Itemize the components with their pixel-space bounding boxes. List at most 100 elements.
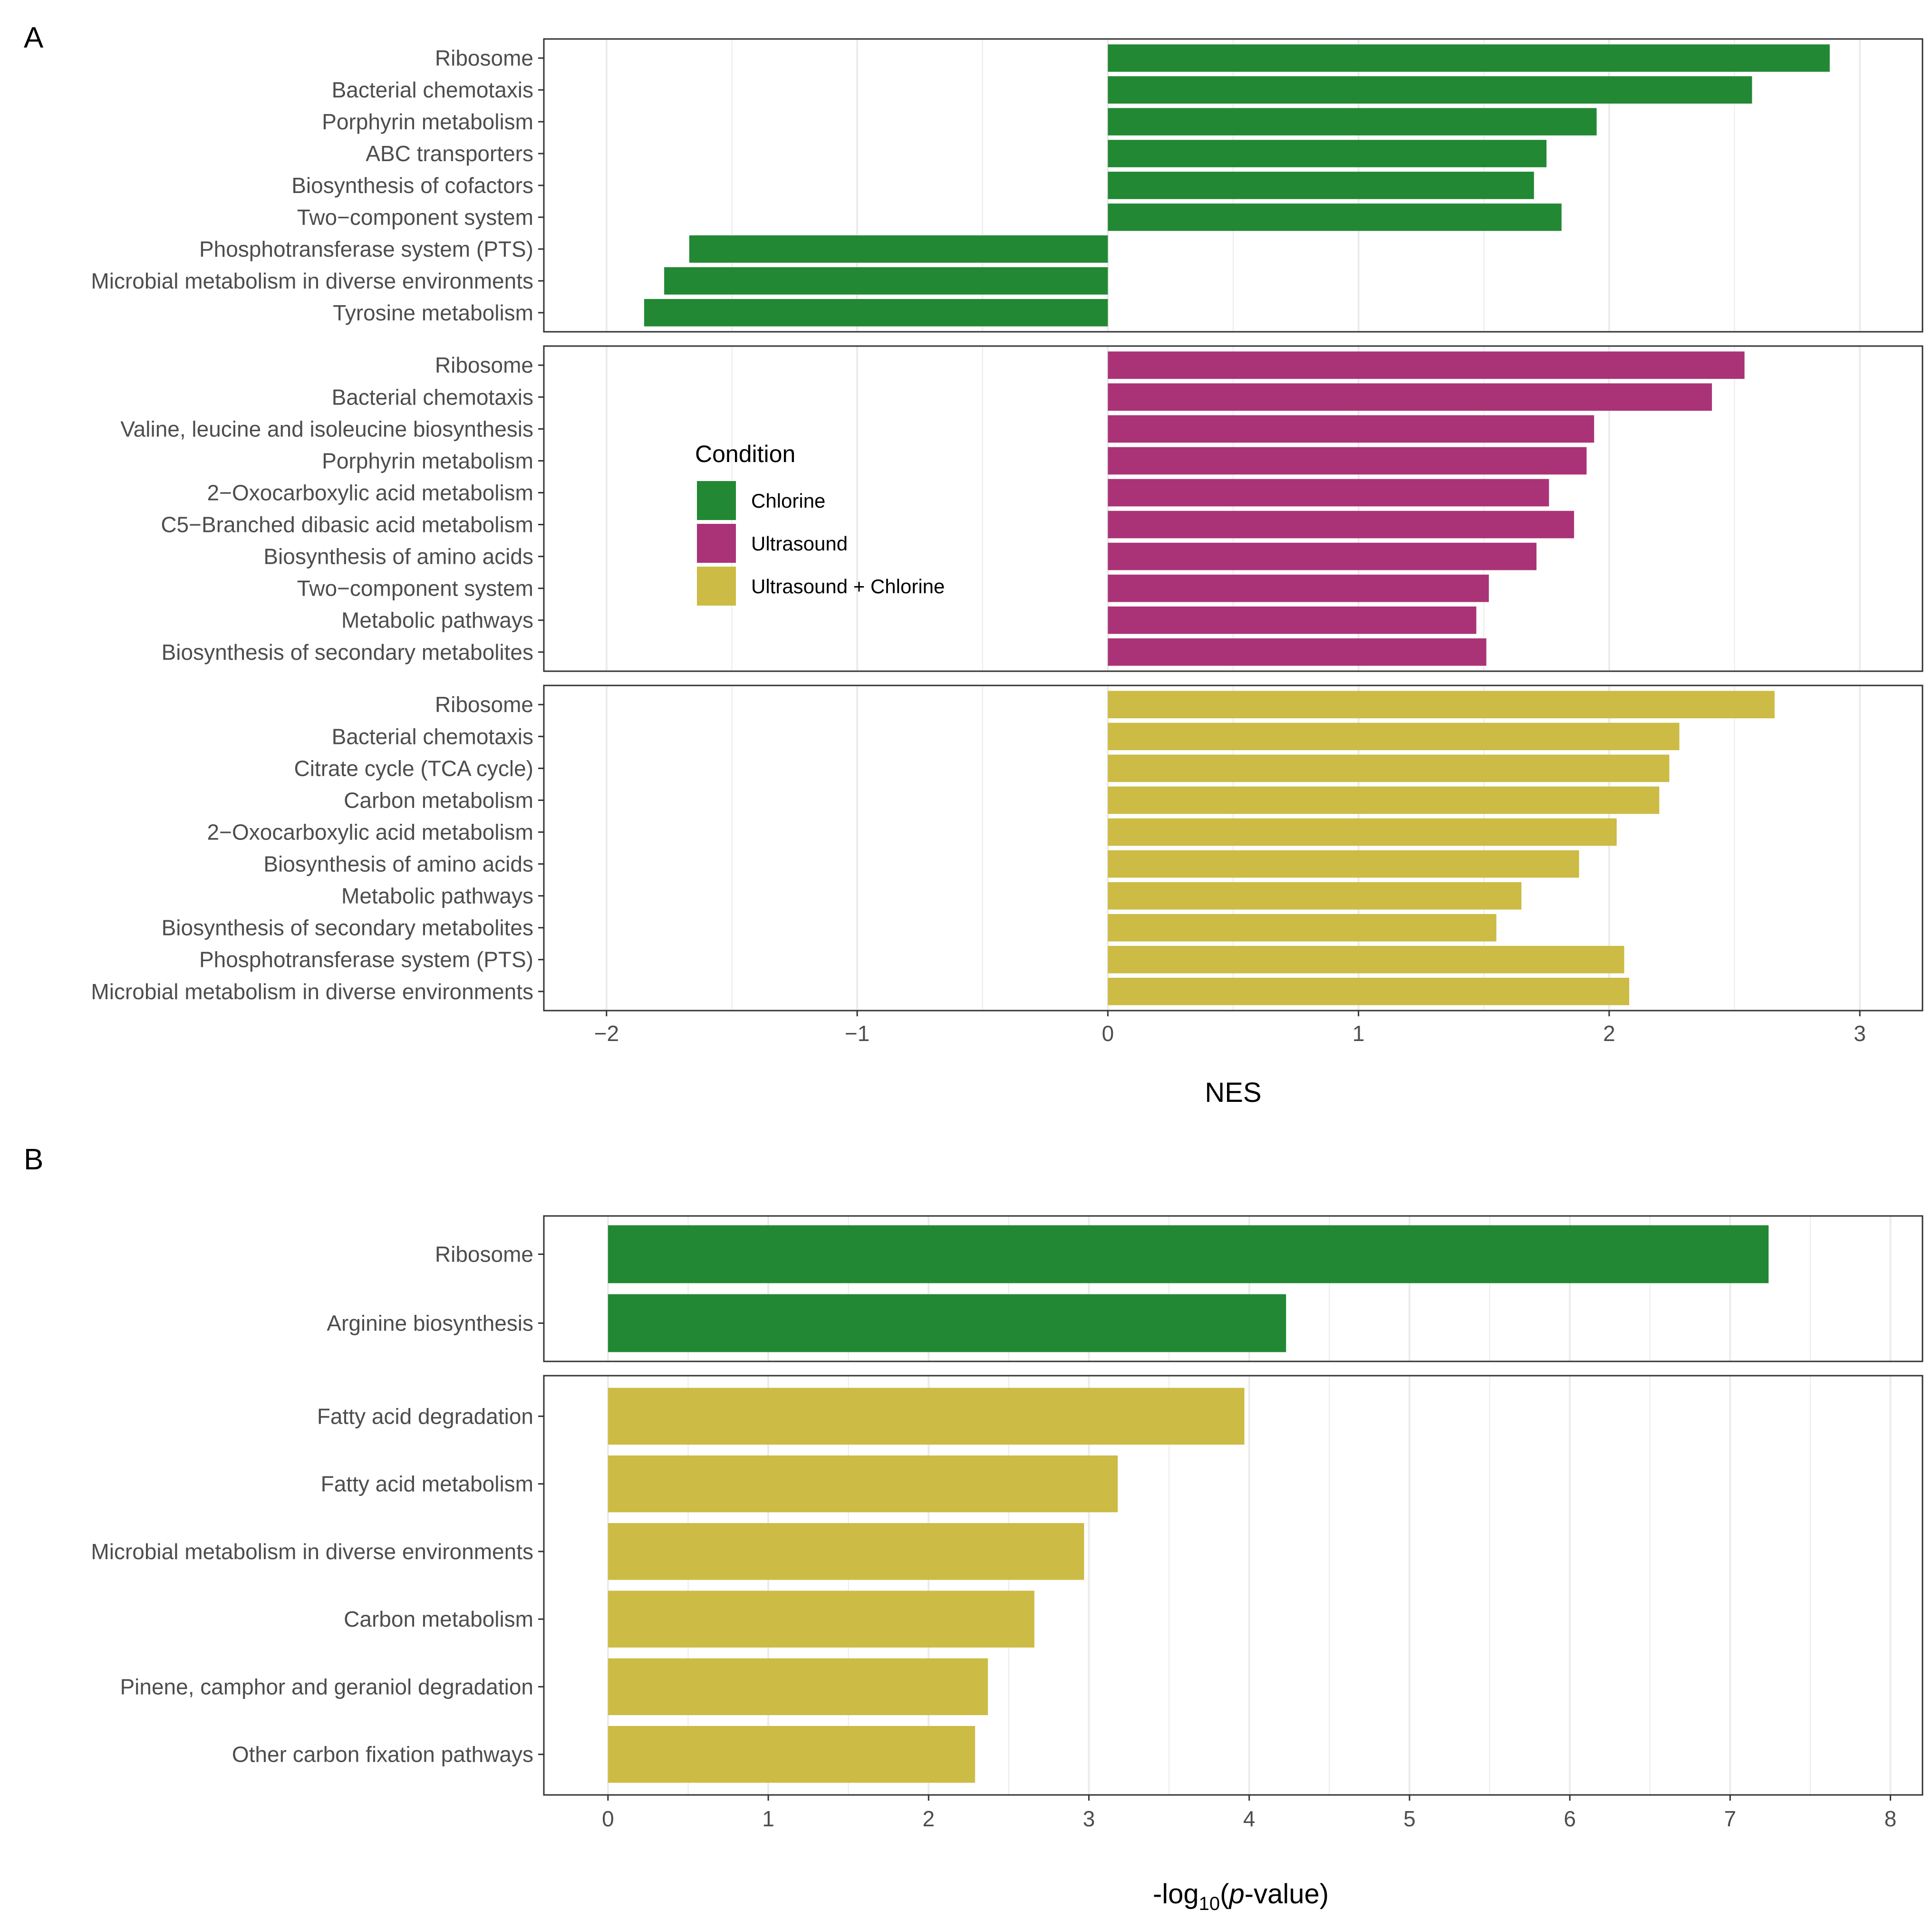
y-tick-label: Citrate cycle (TCA cycle)	[294, 756, 533, 781]
legend-label-ultrasound: Ultrasound	[751, 532, 848, 555]
bar-phosphotransferase-system-pts	[689, 235, 1108, 263]
bar-porphyrin-metabolism	[1108, 108, 1597, 135]
y-tick-label: Fatty acid degradation	[317, 1404, 533, 1428]
legend-swatch-ultrasound	[697, 524, 736, 563]
y-tick-label: Ribosome	[435, 353, 533, 377]
y-tick-label: Two−component system	[297, 205, 533, 230]
x-tick-label: 2	[923, 1806, 935, 1831]
y-tick-label: Bacterial chemotaxis	[332, 385, 533, 409]
bar-microbial-metabolism-in-diverse-environments	[664, 267, 1108, 295]
bar-ribosome	[1108, 691, 1775, 719]
bar-metabolic-pathways	[1108, 606, 1477, 634]
y-tick-label: Ribosome	[435, 692, 533, 717]
x-tick-label: 8	[1884, 1806, 1897, 1831]
facet-frame	[543, 685, 1923, 1012]
legend-swatch-chlorine	[697, 481, 736, 520]
bar-2-oxocarboxylic-acid-metabolism	[1108, 818, 1617, 846]
bar-ribosome	[1108, 44, 1830, 72]
y-tick-label: Ribosome	[435, 1242, 533, 1266]
bar-biosynthesis-of-cofactors	[1108, 172, 1534, 199]
y-tick-label: Two−component system	[297, 576, 533, 601]
bar-phosphotransferase-system-pts	[1108, 945, 1624, 974]
facet-frame	[543, 38, 1923, 333]
bar-biosynthesis-of-amino-acids	[1108, 850, 1579, 878]
y-tick-label: Porphyrin metabolism	[322, 448, 533, 473]
y-tick-label: Tyrosine metabolism	[333, 300, 533, 325]
bar-abc-transporters	[1108, 140, 1547, 167]
bar-ribosome	[1108, 351, 1745, 379]
y-tick-label: Biosynthesis of secondary metabolites	[162, 916, 533, 940]
x-tick-label: 1	[1352, 1021, 1365, 1046]
y-tick-label: ABC transporters	[366, 141, 533, 166]
bar-citrate-cycle-tca-cycle	[1108, 754, 1670, 782]
panel-label-a: A	[24, 21, 44, 54]
x-axis-title-b-suffix: -value)	[1245, 1879, 1329, 1909]
y-tick-label: Biosynthesis of amino acids	[263, 544, 533, 569]
y-tick-label: Phosphotransferase system (PTS)	[199, 947, 533, 972]
x-tick-label: −2	[594, 1021, 619, 1046]
facet-ultrasound-chlorine: Ribosome Bacterial chemotaxis Citrate cycl…	[91, 685, 1923, 1012]
facet-ultrasound-chlorine-b: Fatty acid degradation Fatty acid metabol…	[91, 1375, 1923, 1796]
x-axis-title-b-subscript: 10	[1199, 1893, 1220, 1914]
x-axis-title-b-italic: p	[1228, 1879, 1244, 1909]
bar-two-component-system	[1108, 574, 1489, 602]
facet-frame	[543, 1215, 1923, 1362]
y-tick-label: Carbon metabolism	[344, 1607, 533, 1631]
legend-label-ultrasound-chlorine: Ultrasound + Chlorine	[751, 575, 945, 598]
bar-fatty-acid-metabolism	[608, 1455, 1118, 1513]
facet-chlorine-b: Ribosome Arginine biosynthesis	[327, 1215, 1923, 1362]
y-tick-label: C5−Branched dibasic acid metabolism	[161, 512, 533, 537]
legend-swatch-ultrasound-chlorine	[697, 567, 736, 606]
y-tick-label: Bacterial chemotaxis	[332, 724, 533, 749]
y-tick-label: Arginine biosynthesis	[327, 1311, 533, 1336]
y-tick-label: Biosynthesis of secondary metabolites	[162, 640, 533, 665]
y-tick-label: Microbial metabolism in diverse environm…	[91, 979, 533, 1004]
bar-2-oxocarboxylic-acid-metabolism	[1108, 479, 1549, 507]
panel-a-chart: Ribosome Bacterial chemotaxis Porphyrin me…	[91, 38, 1923, 1046]
x-tick-label: −1	[845, 1021, 869, 1046]
bar-c5-branched-dibasic-acid-metabolism	[1108, 511, 1575, 539]
bar-fatty-acid-degradation	[608, 1388, 1245, 1445]
bar-microbial-metabolism-in-diverse-environments	[608, 1523, 1084, 1580]
panel-b-chart: Ribosome Arginine biosynthesis Fatty acid…	[91, 1215, 1923, 1831]
y-tick-label: Metabolic pathways	[341, 884, 533, 908]
y-tick-label: 2−Oxocarboxylic acid metabolism	[207, 820, 533, 844]
bar-microbial-metabolism-in-diverse-environments	[1108, 977, 1630, 1005]
y-tick-label: Phosphotransferase system (PTS)	[199, 237, 533, 261]
bar-ribosome	[608, 1225, 1769, 1283]
y-tick-label: Carbon metabolism	[344, 788, 533, 812]
bar-two-component-system	[1108, 203, 1562, 231]
panel-label-b: B	[24, 1143, 43, 1176]
x-axis-title-b-open: (	[1220, 1879, 1229, 1909]
bar-biosynthesis-of-secondary-metabolites	[1108, 914, 1497, 942]
y-tick-label: Ribosome	[435, 46, 533, 70]
bar-porphyrin-metabolism	[1108, 447, 1587, 475]
x-tick-label: 0	[602, 1806, 614, 1831]
bar-bacterial-chemotaxis	[1108, 723, 1680, 751]
bar-tyrosine-metabolism	[644, 299, 1108, 327]
x-tick-label: 2	[1603, 1021, 1615, 1046]
y-tick-label: Fatty acid metabolism	[321, 1472, 533, 1496]
x-tick-label: 4	[1243, 1806, 1256, 1831]
x-tick-label: 3	[1083, 1806, 1095, 1831]
bar-bacterial-chemotaxis	[1108, 383, 1712, 411]
legend-title: Condition	[695, 441, 795, 467]
x-tick-label: 6	[1564, 1806, 1576, 1831]
x-tick-label: 0	[1102, 1021, 1114, 1046]
y-tick-label: Porphyrin metabolism	[322, 109, 533, 134]
bar-pinene-camphor-and-geraniol-degradation	[608, 1658, 988, 1716]
y-tick-label: Pinene, camphor and geraniol degradation	[120, 1674, 533, 1699]
y-tick-label: Biosynthesis of cofactors	[291, 173, 533, 198]
y-tick-label: Biosynthesis of amino acids	[263, 852, 533, 877]
facet-frame	[543, 345, 1923, 672]
bar-carbon-metabolism	[608, 1591, 1034, 1648]
x-axis-nes: −2 −1 0 1 2 3	[594, 1011, 1866, 1046]
bar-arginine-biosynthesis	[608, 1294, 1286, 1352]
y-tick-label: Metabolic pathways	[341, 608, 533, 633]
bar-bacterial-chemotaxis	[1108, 76, 1752, 104]
x-tick-label: 5	[1403, 1806, 1416, 1831]
facet-ultrasound: Ribosome Bacterial chemotaxis Valine, leuc…	[120, 345, 1923, 672]
x-axis-title-b: -log10(p-value)	[1153, 1879, 1329, 1914]
y-tick-label: Microbial metabolism in diverse environm…	[91, 269, 533, 293]
